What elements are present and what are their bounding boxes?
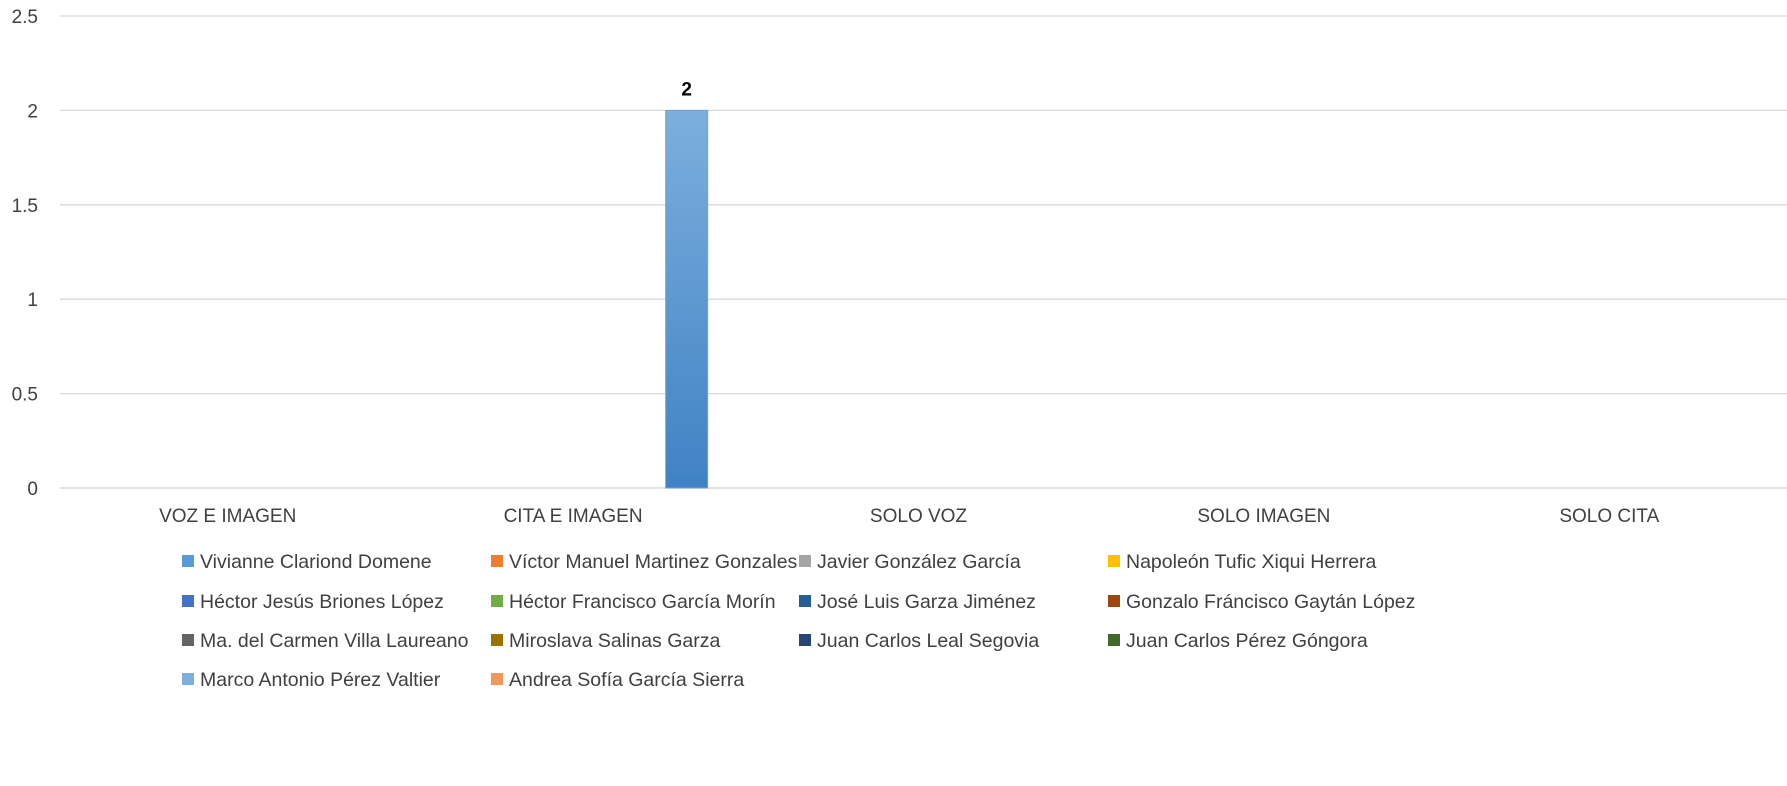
legend-label: Napoleón Tufic Xiqui Herrera — [1126, 551, 1377, 573]
legend-label: Héctor Jesús Briones López — [200, 591, 444, 613]
legend-label: Marco Antonio Pérez Valtier — [200, 669, 441, 691]
x-category-label: SOLO VOZ — [870, 506, 968, 527]
legend-label: José Luis Garza Jiménez — [817, 591, 1036, 613]
legend-item: Javier González García — [799, 551, 1021, 573]
legend-swatch — [182, 673, 194, 685]
x-category-label: CITA E IMAGEN — [504, 506, 643, 527]
y-tick-label: 2 — [27, 101, 38, 122]
legend: Vivianne Clariond Domene Víctor Manuel Ma… — [182, 551, 1415, 691]
x-category-label: SOLO IMAGEN — [1197, 506, 1330, 527]
legend-item: Víctor Manuel Martinez Gonzales — [491, 551, 798, 573]
legend-item: Marco Antonio Pérez Valtier — [182, 669, 441, 691]
legend-item: Héctor Jesús Briones López — [182, 591, 444, 613]
data-labels: 2 — [681, 79, 692, 100]
legend-label: Juan Carlos Leal Segovia — [817, 630, 1039, 652]
legend-swatch — [491, 673, 503, 685]
legend-label: Ma. del Carmen Villa Laureano — [200, 630, 469, 652]
y-tick-label: 2.5 — [12, 7, 38, 28]
legend-label: Vivianne Clariond Domene — [200, 551, 432, 573]
legend-swatch — [182, 634, 194, 646]
y-axis-tick-labels: 0 0.5 1 1.5 2 2.5 — [12, 7, 38, 500]
legend-swatch — [1108, 555, 1120, 567]
legend-item: Andrea Sofía García Sierra — [491, 669, 744, 691]
legend-item: Vivianne Clariond Domene — [182, 551, 432, 573]
x-category-label: VOZ E IMAGEN — [159, 506, 296, 527]
legend-swatch — [799, 595, 811, 607]
legend-swatch — [182, 555, 194, 567]
legend-label: Víctor Manuel Martinez Gonzales — [509, 551, 798, 573]
legend-swatch — [1108, 634, 1120, 646]
data-label: 2 — [681, 79, 692, 100]
legend-label: Héctor Francisco García Morín — [509, 591, 776, 613]
legend-swatch — [491, 595, 503, 607]
legend-item: Héctor Francisco García Morín — [491, 591, 776, 613]
legend-swatch — [491, 634, 503, 646]
legend-swatch — [799, 555, 811, 567]
y-tick-label: 0.5 — [12, 385, 38, 406]
legend-item: Napoleón Tufic Xiqui Herrera — [1108, 551, 1377, 573]
legend-item: Miroslava Salinas Garza — [491, 630, 720, 652]
legend-item: Gonzalo Fráncisco Gaytán López — [1108, 591, 1415, 613]
legend-label: Gonzalo Fráncisco Gaytán López — [1126, 591, 1415, 613]
x-axis-category-labels: VOZ E IMAGEN CITA E IMAGEN SOLO VOZ SOLO IM… — [159, 506, 1660, 527]
bar — [665, 109, 709, 489]
y-tick-label: 1 — [27, 290, 38, 311]
y-tick-label: 0 — [27, 479, 38, 500]
legend-label: Andrea Sofía García Sierra — [509, 669, 744, 691]
legend-item: Ma. del Carmen Villa Laureano — [182, 630, 469, 652]
legend-label: Juan Carlos Pérez Góngora — [1126, 630, 1368, 652]
legend-item: Juan Carlos Pérez Góngora — [1108, 630, 1368, 652]
legend-label: Miroslava Salinas Garza — [509, 630, 720, 652]
y-tick-label: 1.5 — [12, 196, 38, 217]
legend-item: Juan Carlos Leal Segovia — [799, 630, 1039, 652]
legend-swatch — [1108, 595, 1120, 607]
legend-label: Javier González García — [817, 551, 1021, 573]
legend-swatch — [799, 634, 811, 646]
x-category-label: SOLO CITA — [1559, 506, 1659, 527]
bars — [665, 109, 709, 489]
legend-swatch — [182, 595, 194, 607]
legend-item: José Luis Garza Jiménez — [799, 591, 1036, 613]
legend-swatch — [491, 555, 503, 567]
gridlines — [60, 15, 1787, 489]
